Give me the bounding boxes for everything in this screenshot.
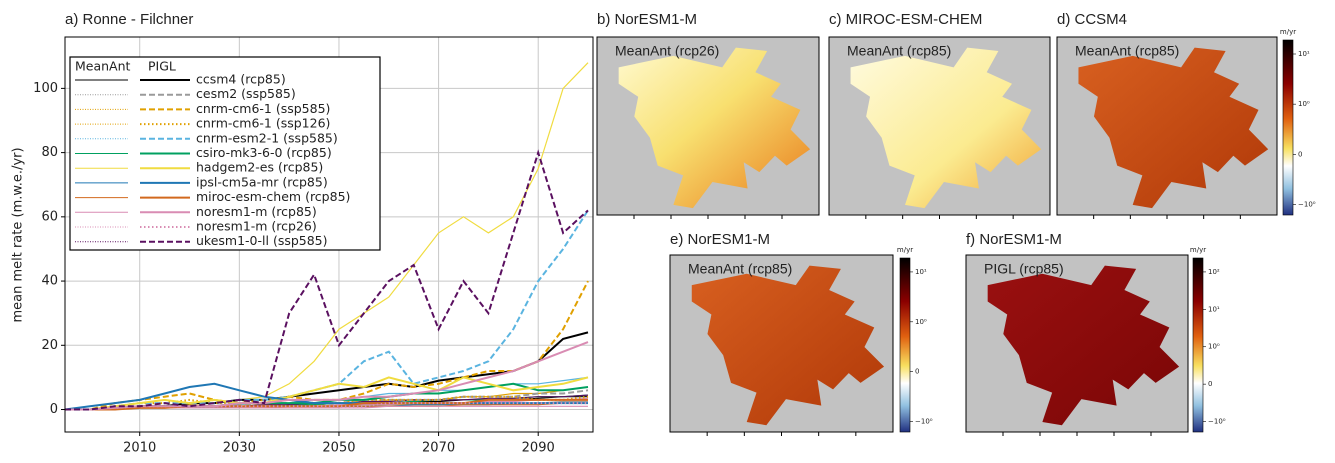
legend-label: miroc-esm-chem (rcp85) — [196, 189, 350, 204]
map-title: b) NorESM1-M — [597, 11, 697, 28]
y-tick-label: 60 — [41, 209, 58, 224]
colorbar-tick-label: 10¹ — [915, 268, 927, 276]
map-label: MeanAnt (rcp26) — [615, 43, 719, 59]
colorbar-tick-label: 10⁰ — [915, 318, 927, 326]
x-tick-label: 2070 — [422, 441, 455, 456]
y-tick-label: 100 — [33, 81, 58, 96]
melt-field — [987, 265, 1180, 426]
ice-shelf — [1078, 47, 1269, 209]
pigl-line — [65, 149, 589, 411]
x-tick-label: 2030 — [223, 441, 256, 456]
colorbar-tick-label: 10⁰ — [1298, 100, 1310, 108]
chart-title: a) Ronne - Filchner — [65, 11, 193, 28]
y-tick-label: 20 — [41, 338, 58, 353]
colorbar-tick-label: 10⁰ — [1208, 343, 1220, 351]
melt-field — [1078, 47, 1269, 209]
ice-shelf — [987, 265, 1180, 426]
legend-label: noresm1-m (rcp26) — [196, 219, 317, 234]
x-tick-label: 2010 — [123, 441, 156, 456]
colorbar-tick-label: 0 — [915, 368, 919, 376]
colorbar-tick-label: −10⁰ — [1298, 201, 1316, 209]
colorbar — [1282, 39, 1294, 216]
legend-label: cnrm-cm6-1 (ssp585) — [196, 101, 330, 116]
map-title: c) MIROC-ESM-CHEM — [829, 11, 982, 28]
colorbar-tick-label: 10¹ — [1298, 50, 1310, 58]
colorbar — [1192, 257, 1204, 433]
ice-shelf — [618, 47, 811, 209]
x-tick-label: 2090 — [522, 441, 555, 456]
colorbar-tick-label: 10¹ — [1208, 305, 1220, 313]
colorbar-tick-label: −10⁰ — [915, 418, 933, 426]
ice-shelf — [691, 265, 885, 426]
map-label: PIGL (rcp85) — [984, 261, 1064, 277]
legend-label: ipsl-cm5a-mr (rcp85) — [196, 174, 328, 189]
legend-label: cnrm-esm2-1 (ssp585) — [196, 130, 338, 145]
pigl-line — [65, 395, 589, 411]
legend-label: cnrm-cm6-1 (ssp126) — [196, 116, 330, 131]
colorbar — [899, 257, 911, 433]
colorbar-tick-label: 0 — [1298, 150, 1302, 158]
ice-shelf — [850, 47, 1042, 209]
y-axis-label: mean melt rate (m.w.e./yr) — [11, 147, 26, 322]
legend-label: noresm1-m (rcp85) — [196, 204, 317, 219]
pigl-line — [65, 376, 589, 411]
map-label: MeanAnt (rcp85) — [847, 43, 951, 59]
y-tick-label: 40 — [41, 274, 58, 289]
legend-label: ccsm4 (rcp85) — [196, 72, 286, 87]
legend-header: MeanAnt — [75, 59, 131, 74]
colorbar-tick-label: −10⁰ — [1208, 418, 1226, 426]
map-label: MeanAnt (rcp85) — [688, 261, 792, 277]
melt-field — [691, 265, 885, 426]
colorbar-tick-label: 0 — [1208, 380, 1212, 388]
plot-frame — [64, 36, 594, 433]
melt-field — [618, 47, 811, 209]
colorbar-unit: m/yr — [897, 246, 913, 254]
y-tick-label: 0 — [50, 402, 58, 417]
y-tick-label: 80 — [41, 145, 58, 160]
map-title: d) CCSM4 — [1057, 11, 1127, 28]
pigl-line — [65, 402, 588, 411]
map-label: MeanAnt (rcp85) — [1075, 43, 1179, 59]
pigl-line — [65, 341, 589, 411]
legend-label: cesm2 (ssp585) — [196, 86, 296, 101]
colorbar-unit: m/yr — [1280, 28, 1296, 36]
legend-label: ukesm1-0-ll (ssp585) — [196, 233, 328, 248]
map-title: f) NorESM1-M — [966, 231, 1062, 248]
legend-label: hadgem2-es (rcp85) — [196, 160, 323, 175]
melt-field — [850, 47, 1042, 209]
colorbar-unit: m/yr — [1190, 246, 1206, 254]
map-title: e) NorESM1-M — [670, 231, 770, 248]
x-tick-label: 2050 — [322, 441, 355, 456]
legend-header: PIGL — [148, 59, 176, 74]
pigl-line — [65, 398, 588, 411]
colorbar-tick-label: 10² — [1208, 268, 1220, 276]
legend-label: csiro-mk3-6-0 (rcp85) — [196, 145, 332, 160]
